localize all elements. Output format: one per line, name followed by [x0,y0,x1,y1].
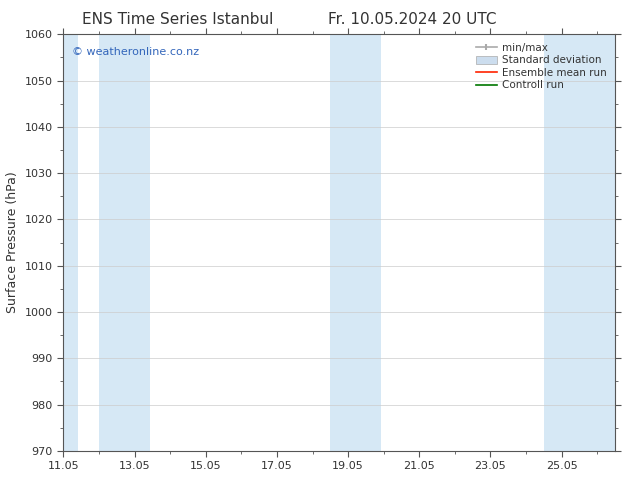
Text: © weatheronline.co.nz: © weatheronline.co.nz [72,47,199,57]
Legend: min/max, Standard deviation, Ensemble mean run, Controll run: min/max, Standard deviation, Ensemble me… [473,40,610,94]
Text: ENS Time Series Istanbul: ENS Time Series Istanbul [82,12,273,27]
Bar [330,34,381,451]
Bar [63,34,79,451]
Text: Fr. 10.05.2024 20 UTC: Fr. 10.05.2024 20 UTC [328,12,496,27]
Bar [99,34,150,451]
Y-axis label: Surface Pressure (hPa): Surface Pressure (hPa) [6,172,19,314]
Bar [544,34,615,451]
